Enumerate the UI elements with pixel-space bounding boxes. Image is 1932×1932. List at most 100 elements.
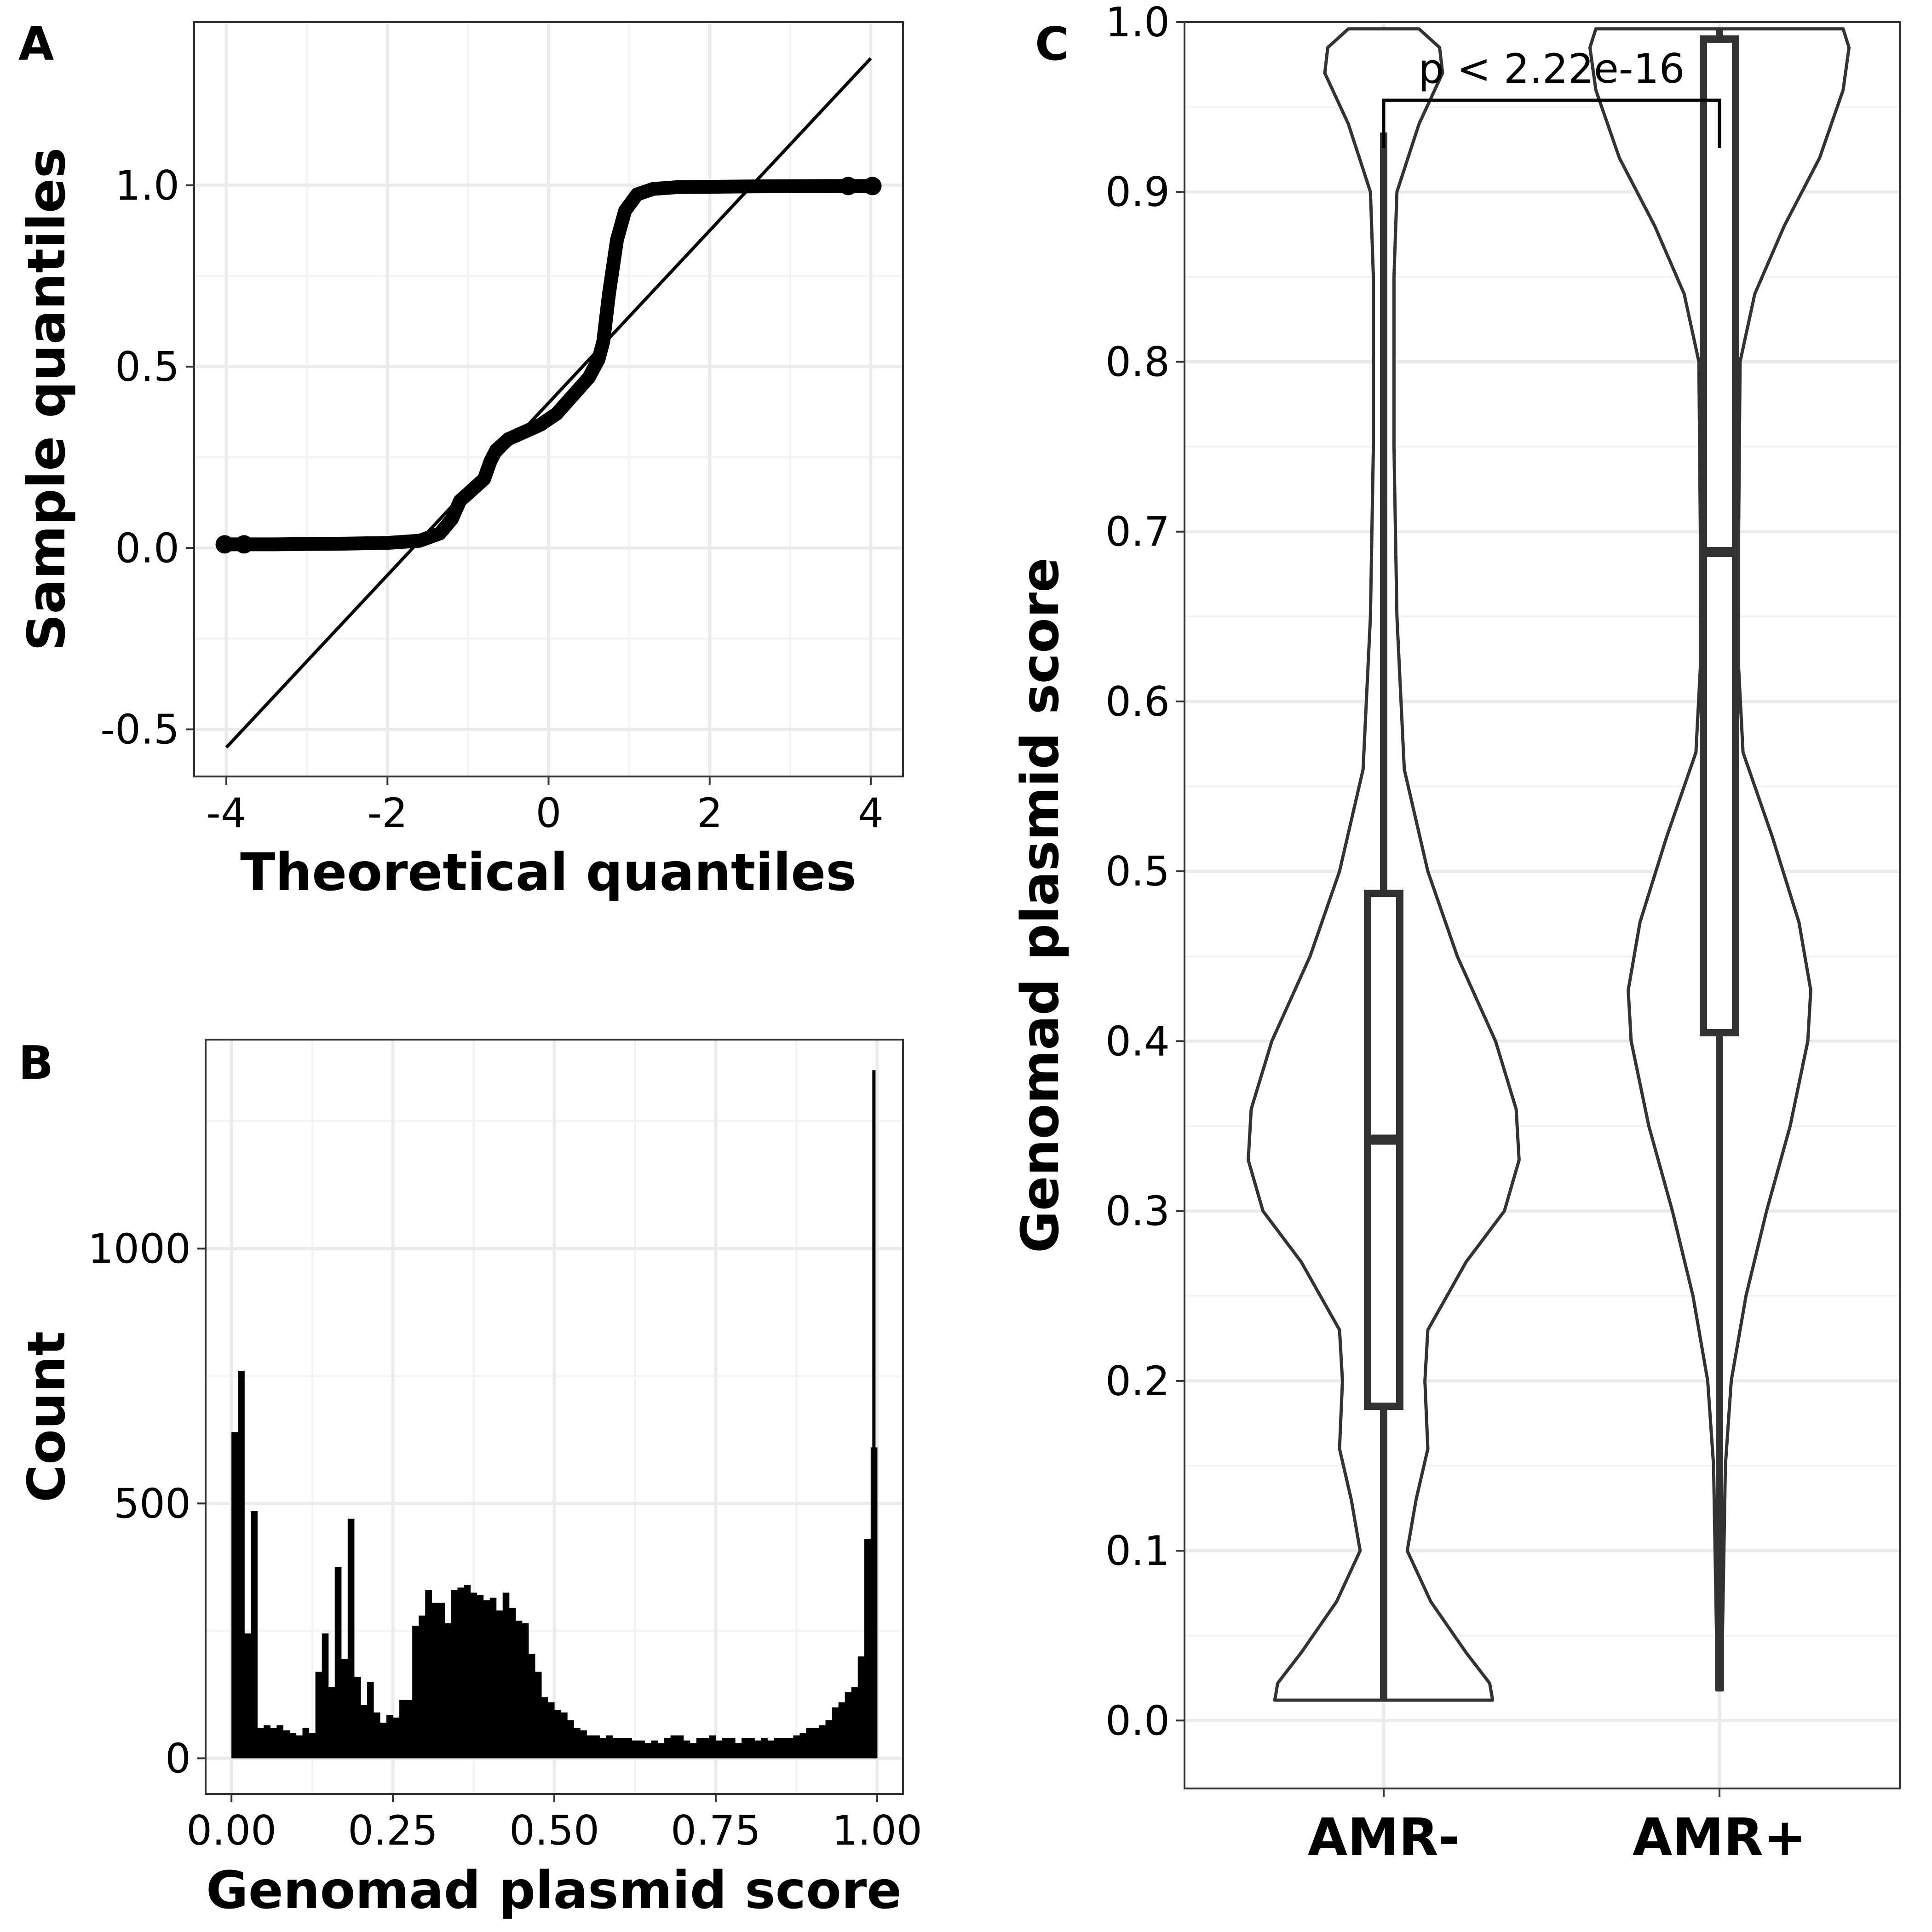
y-tick-label: 0.5 <box>115 343 179 391</box>
histogram-bar <box>812 1727 820 1759</box>
y-tick-label: -0.5 <box>100 706 179 753</box>
x-tick-label: 0.00 <box>186 1807 276 1854</box>
histogram-bar <box>806 1727 813 1759</box>
histogram-bar <box>625 1738 632 1759</box>
y-tick-label: 0 <box>165 1735 191 1782</box>
qq-point <box>235 535 253 554</box>
histogram-bar <box>580 1730 587 1759</box>
x-tick-label: -4 <box>206 789 247 837</box>
histogram-bar <box>238 1371 245 1759</box>
histogram-bar <box>767 1740 774 1759</box>
histogram-bar <box>729 1738 736 1759</box>
histogram-bar <box>761 1738 768 1759</box>
histogram-bar <box>522 1623 529 1759</box>
panel-a-label: A <box>18 17 54 71</box>
panel-b-label: B <box>18 1036 53 1090</box>
histogram-bar <box>664 1738 671 1759</box>
histogram-bar <box>606 1735 613 1759</box>
y-tick-label: 0.4 <box>1105 1018 1170 1065</box>
histogram-bar <box>270 1727 277 1759</box>
significance-bracket: p < 2.22e-16 <box>1382 45 1721 148</box>
panel-c-ticks: 0.0 0.1 0.2 0.3 0.4 0.5 0.6 0.7 0.8 0.9 1.0 AMR- AMR… <box>1105 0 1806 1868</box>
panel-a-qq-plot: A -4 -2 0 2 4 -0.5 0.0 0.5 1.0 Theoretical quant… <box>17 17 904 903</box>
histogram-bar <box>334 1567 342 1759</box>
y-tick-label: 500 <box>114 1480 191 1527</box>
histogram-bar <box>754 1740 761 1759</box>
histogram-bar <box>438 1603 445 1759</box>
panel-c-y-axis-title: Genomad plasmid score <box>1011 558 1070 1253</box>
box-iqr <box>1700 35 1739 1036</box>
histogram-bar <box>644 1743 652 1759</box>
histogram-bar <box>309 1733 316 1759</box>
histogram-bar <box>419 1616 426 1759</box>
histogram-bar <box>373 1712 380 1759</box>
histogram-bar <box>464 1585 471 1759</box>
histogram-bar <box>444 1623 452 1759</box>
histogram-bar <box>496 1610 503 1759</box>
histogram-bar <box>302 1727 310 1759</box>
x-tick-label: 0.25 <box>348 1807 438 1854</box>
qq-point <box>215 535 234 554</box>
panel-a-ticks: -4 -2 0 2 4 -0.5 0.0 0.5 1.0 <box>100 162 884 837</box>
x-tick-label: 0 <box>536 789 562 837</box>
histogram-bar <box>864 1539 871 1759</box>
histogram-bar <box>567 1720 574 1759</box>
histogram-bar <box>561 1712 568 1759</box>
histogram-bar <box>774 1738 781 1759</box>
histogram-bar <box>489 1598 497 1759</box>
panel-a-data-marks <box>215 57 882 749</box>
y-tick-label: 0.1 <box>1105 1527 1170 1575</box>
histogram-bar <box>509 1608 516 1759</box>
x-tick-label: -2 <box>367 789 408 837</box>
histogram-bar <box>244 1633 251 1759</box>
histogram-bar <box>619 1738 626 1759</box>
histogram-bar <box>819 1725 826 1759</box>
histogram-bar <box>231 1432 238 1759</box>
histogram-bar <box>399 1700 406 1759</box>
histogram-bar <box>251 1511 258 1759</box>
histogram-bar <box>528 1654 535 1759</box>
panel-c-frame <box>1184 21 1901 1789</box>
histogram-bar <box>296 1735 303 1759</box>
panel-c-label: C <box>1035 17 1069 71</box>
panel-b-x-axis-title: Genomad plasmid score <box>206 1861 902 1920</box>
histogram-bar <box>386 1715 393 1759</box>
panel-b-y-axis-title: Count <box>17 1331 77 1502</box>
y-tick-label: 0.9 <box>1105 168 1170 216</box>
panel-c-data-marks <box>1247 27 1851 1702</box>
x-tick-label: 4 <box>858 789 884 837</box>
histogram-bar-spike <box>872 1070 876 1759</box>
histogram-bar <box>683 1740 690 1759</box>
histogram-bar <box>735 1743 742 1759</box>
histogram-bar <box>477 1595 484 1759</box>
histogram-bar <box>709 1735 716 1759</box>
panel-b-histogram: B 0.00 0.25 0.50 0.75 1.00 0 500 1000 Genomad p… <box>17 1036 922 1920</box>
histogram-bar <box>406 1700 413 1759</box>
histogram-bar <box>838 1702 845 1759</box>
y-tick-label: 0.0 <box>115 524 179 572</box>
histogram-bar <box>354 1677 361 1759</box>
histogram-bar <box>780 1738 787 1759</box>
histogram-bar <box>341 1659 348 1759</box>
category-label: AMR+ <box>1633 1808 1806 1868</box>
y-tick-label: 1000 <box>88 1225 191 1272</box>
y-tick-label: 0.8 <box>1105 338 1170 385</box>
histogram-bar <box>657 1743 665 1759</box>
histogram-bar <box>696 1738 703 1759</box>
x-tick-label: 0.75 <box>671 1807 761 1854</box>
histogram-bar <box>515 1621 523 1759</box>
histogram-bar <box>264 1725 270 1759</box>
y-tick-label: 0.2 <box>1105 1357 1170 1405</box>
histogram-bar <box>547 1702 555 1759</box>
histogram-bar <box>586 1735 593 1759</box>
x-tick-label: 0.50 <box>509 1807 599 1854</box>
histogram-bar <box>632 1740 639 1759</box>
histogram-bar <box>393 1717 400 1759</box>
histogram-bar <box>832 1707 839 1759</box>
histogram-bar <box>599 1738 606 1759</box>
qq-sample-points <box>218 179 880 552</box>
qq-point <box>839 177 857 196</box>
histogram-bar <box>483 1600 490 1759</box>
histogram-bar <box>677 1735 684 1759</box>
